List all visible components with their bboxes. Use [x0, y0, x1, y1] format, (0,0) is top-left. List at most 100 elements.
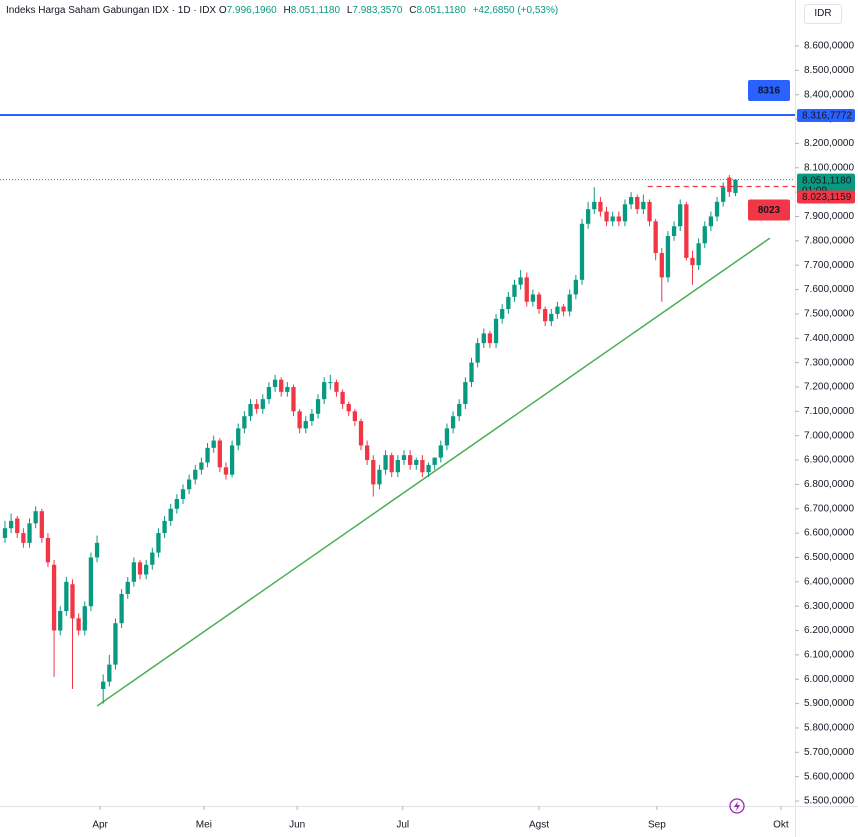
- y-tick-label: 8.400,0000: [804, 89, 854, 100]
- candle-body: [193, 469, 198, 480]
- y-tick-label: 6.300,0000: [804, 601, 854, 612]
- y-tick-label: 8.500,0000: [804, 65, 854, 76]
- y-tick-label: 7.900,0000: [804, 211, 854, 222]
- ohlc-key: H: [283, 5, 291, 16]
- candle-body: [702, 226, 707, 244]
- symbol-title: Indeks Harga Saham Gabungan IDX · 1D · I…: [6, 5, 217, 16]
- candle-body: [334, 382, 339, 392]
- candle-body: [211, 440, 216, 448]
- candle-body: [500, 309, 505, 319]
- y-tick-label: 7.300,0000: [804, 357, 854, 368]
- last-price-label: 8.051,1180: [802, 175, 852, 186]
- candle-body: [414, 460, 419, 465]
- candle-body: [119, 593, 124, 624]
- y-tick-label: 5.500,0000: [804, 796, 854, 807]
- candle-body: [690, 257, 695, 266]
- candle-body: [463, 382, 468, 405]
- candle-body: [457, 404, 462, 417]
- candle-body: [721, 187, 726, 202]
- x-tick-label: Jul: [396, 820, 409, 831]
- candle-body: [727, 177, 732, 193]
- y-tick-label: 7.700,0000: [804, 260, 854, 271]
- y-tick-label: 7.200,0000: [804, 382, 854, 393]
- candle-body: [487, 333, 493, 344]
- replay-icon-bolt: [734, 801, 740, 811]
- candle-body: [322, 382, 327, 400]
- y-tick-label: 7.800,0000: [804, 235, 854, 246]
- y-tick-label: 6.600,0000: [804, 528, 854, 539]
- candle-body: [469, 362, 474, 383]
- candle-body: [444, 428, 450, 446]
- y-tick-label: 6.100,0000: [804, 650, 854, 661]
- candle-body: [604, 211, 609, 222]
- candle-body: [248, 404, 253, 417]
- symbol-header: Indeks Harga Saham Gabungan IDX · 1D · I…: [6, 5, 562, 16]
- resistance-label: 8.316,7772: [802, 111, 852, 122]
- candle-body: [88, 557, 94, 607]
- candle-body: [150, 552, 155, 565]
- candle-body: [58, 611, 63, 631]
- candle-body: [733, 179, 738, 194]
- candle-body: [254, 404, 259, 409]
- candle-body: [70, 584, 75, 619]
- candle-body: [358, 421, 364, 446]
- candle-body: [481, 333, 486, 344]
- candle-body: [346, 404, 351, 412]
- y-tick-label: 8.200,0000: [804, 138, 854, 149]
- candle-body: [585, 209, 591, 224]
- candle-body: [506, 296, 511, 310]
- candle-body: [628, 197, 634, 205]
- candle-body: [279, 379, 284, 392]
- candle-body: [352, 411, 358, 422]
- candle-body: [174, 499, 179, 509]
- ohlc-value: 7.983,3570: [352, 5, 403, 16]
- candle-body: [131, 562, 137, 582]
- candle-body: [15, 518, 20, 534]
- candle-body: [82, 606, 87, 631]
- candle-body: [653, 221, 658, 254]
- alert-label: 8.023,1159: [802, 192, 852, 203]
- ohlc-key: C: [409, 5, 417, 16]
- candle-body: [137, 562, 143, 575]
- candle-body: [530, 294, 536, 302]
- y-tick-label: 5.600,0000: [804, 771, 854, 782]
- resistance-label-box: [797, 108, 855, 122]
- candle-body: [635, 197, 640, 210]
- candle-body: [420, 460, 425, 473]
- change: +42,6850 (+0,53%): [472, 5, 559, 16]
- candle-body: [33, 511, 38, 524]
- candle-body: [76, 618, 81, 631]
- candle-body: [223, 467, 229, 475]
- candle-body: [641, 201, 646, 210]
- x-tick-label: Sep: [648, 820, 666, 831]
- x-tick-label: Jun: [289, 820, 305, 831]
- candle-body: [561, 306, 566, 312]
- candle-body: [573, 279, 579, 295]
- candle-body: [328, 382, 333, 384]
- resistance-tag-box: [748, 79, 790, 101]
- candle-body: [205, 447, 210, 463]
- candle-body: [101, 681, 106, 689]
- y-tick-label: 7.400,0000: [804, 333, 854, 344]
- y-tick-label: 7.100,0000: [804, 406, 854, 417]
- candle-body: [665, 235, 671, 278]
- x-tick-label: Mei: [196, 820, 212, 831]
- candle-body: [622, 204, 628, 222]
- ohlc-value: 8.051,1180: [416, 5, 466, 16]
- candle-body: [51, 564, 57, 631]
- candle-body: [217, 440, 222, 468]
- candle-body: [156, 533, 161, 553]
- currency-button[interactable]: IDR: [804, 4, 842, 24]
- candle-body: [272, 379, 278, 387]
- replay-icon: [729, 798, 745, 814]
- x-tick-label: Agst: [529, 820, 549, 831]
- candle-body: [291, 386, 296, 412]
- candle-body: [371, 460, 376, 485]
- candle-body: [567, 294, 572, 312]
- candle-body: [426, 464, 431, 473]
- y-tick-label: 5.900,0000: [804, 698, 854, 709]
- candle-body: [303, 421, 308, 429]
- candle-body: [512, 284, 517, 297]
- x-tick-label: Okt: [773, 820, 789, 831]
- trend-line: [96, 237, 771, 707]
